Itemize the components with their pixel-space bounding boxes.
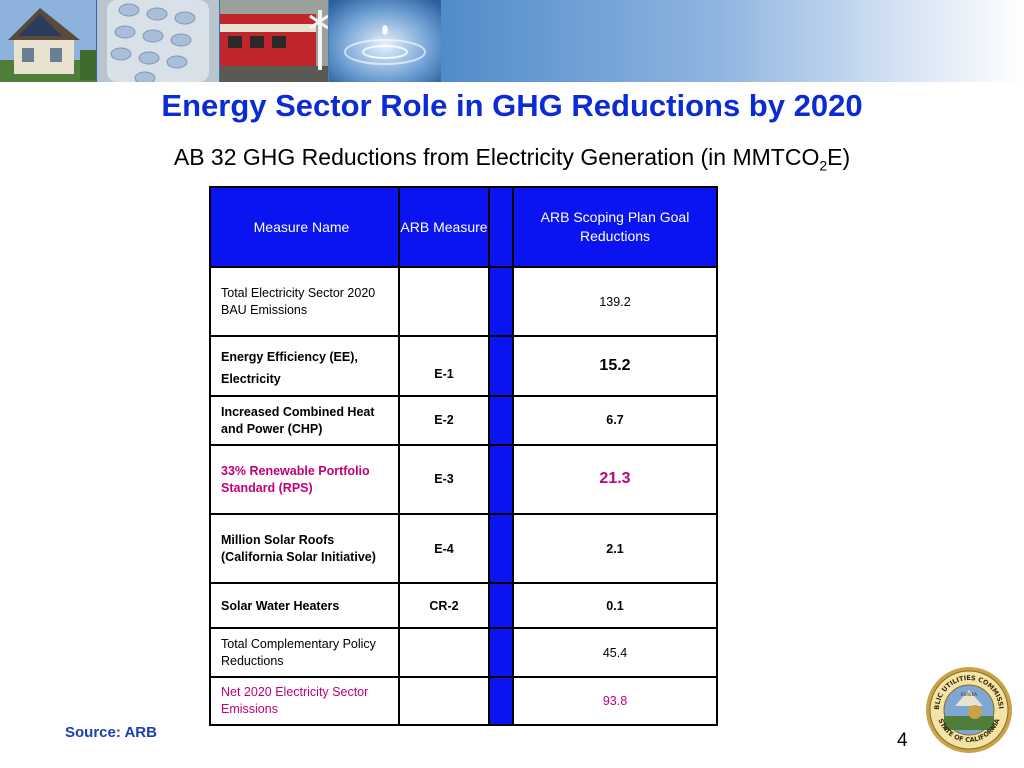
row-measure-name: Million Solar Roofs (California Solar In… xyxy=(211,515,398,582)
row-measure-name: Energy Efficiency (EE), Electricity xyxy=(211,337,398,395)
row-arb-measure xyxy=(400,629,488,676)
row-arb-measure: E-3 xyxy=(400,446,488,513)
row-measure-name: Total Electricity Sector 2020 BAU Emissi… xyxy=(211,268,398,335)
subtitle-main: AB 32 GHG Reductions from Electricity Ge… xyxy=(173,144,820,170)
row-spacer xyxy=(490,678,512,724)
row-arb-measure xyxy=(400,678,488,724)
row-arb-measure: CR-2 xyxy=(400,584,488,627)
header-arb-measure: ARB Measure xyxy=(400,188,488,266)
row-spacer xyxy=(490,515,512,582)
page-subtitle: AB 32 GHG Reductions from Electricity Ge… xyxy=(0,144,1024,174)
row-spacer xyxy=(490,446,512,513)
row-measure-name: Total Complementary Policy Reductions xyxy=(211,629,398,676)
row-arb-measure: E-4 xyxy=(400,515,488,582)
table-row: Million Solar Roofs (California Solar In… xyxy=(211,515,716,582)
cpuc-seal-logo: PUBLIC UTILITIES COMMISSION STATE OF CAL… xyxy=(922,660,1013,754)
row-measure-name: 33% Renewable Portfolio Standard (RPS) xyxy=(211,446,398,513)
row-spacer xyxy=(490,584,512,627)
header-goal: ARB Scoping Plan Goal Reductions xyxy=(514,188,716,266)
table-row: Energy Efficiency (EE), Electricity E-1 1… xyxy=(211,337,716,395)
row-measure-name: Solar Water Heaters xyxy=(211,584,398,627)
row-arb-measure: E-2 xyxy=(400,397,488,444)
table-row: 33% Renewable Portfolio Standard (RPS) E… xyxy=(211,446,716,513)
row-measure-name: Net 2020 Electricity Sector Emissions xyxy=(211,678,398,724)
table-row: Total Electricity Sector 2020 BAU Emissi… xyxy=(211,268,716,335)
row-arb-measure xyxy=(400,268,488,335)
row-goal-value: 21.3 xyxy=(514,446,716,513)
row-goal-value: 0.1 xyxy=(514,584,716,627)
house-solar-photo xyxy=(0,0,96,82)
page-title: Energy Sector Role in GHG Reductions by … xyxy=(161,88,863,123)
row-measure-name: Increased Combined Heat and Power (CHP) xyxy=(211,397,398,444)
row-spacer xyxy=(490,268,512,335)
row-goal-value: 93.8 xyxy=(514,678,716,724)
row-spacer xyxy=(490,397,512,444)
row-name-line1: Energy Efficiency (EE), xyxy=(221,350,358,364)
row-name-line2: Electricity xyxy=(221,372,281,386)
source-note: Source: ARB xyxy=(65,724,157,741)
table-row: Solar Water Heaters CR-2 0.1 xyxy=(211,584,716,627)
row-spacer xyxy=(490,337,512,395)
row-arb-measure: E-1 xyxy=(400,337,488,395)
row-goal-value: 2.1 xyxy=(514,515,716,582)
row-spacer xyxy=(490,629,512,676)
subtitle-end: E) xyxy=(827,144,851,170)
table-row: Total Complementary Policy Reductions 45… xyxy=(211,629,716,676)
train-photo xyxy=(220,0,328,82)
header-measure-name: Measure Name xyxy=(211,188,398,266)
phone-keypad-photo xyxy=(97,0,219,82)
row-goal-value: 45.4 xyxy=(514,629,716,676)
table-row: Net 2020 Electricity Sector Emissions 93… xyxy=(211,678,716,724)
seal-center-lettering: EUREKA xyxy=(961,692,977,697)
table-header-row: Measure Name ARB Measure ARB Scoping Pla… xyxy=(211,188,716,266)
row-goal-value: 6.7 xyxy=(514,397,716,444)
water-drop-photo xyxy=(329,0,441,82)
page-number: 4 xyxy=(897,730,908,751)
reductions-table: Measure Name ARB Measure ARB Scoping Pla… xyxy=(209,186,718,726)
subtitle-subscript: 2 xyxy=(819,157,828,174)
row-goal-value: 139.2 xyxy=(514,268,716,335)
header-spacer xyxy=(490,188,512,266)
header-banner xyxy=(0,0,1024,82)
row-goal-value: 15.2 xyxy=(514,337,716,395)
table-row: Increased Combined Heat and Power (CHP) … xyxy=(211,397,716,444)
